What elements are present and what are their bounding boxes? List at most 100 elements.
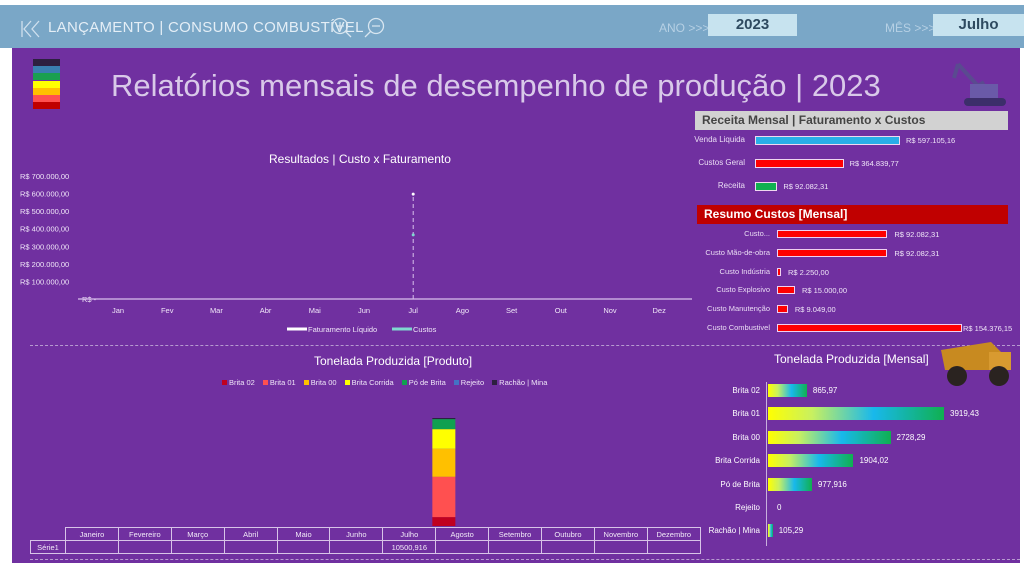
table-cell — [117, 540, 172, 554]
table-header-cell: Junho — [329, 527, 384, 541]
section-divider — [30, 345, 1020, 346]
legend-item: Brita 01 — [262, 378, 296, 387]
table-header-cell: Setembro — [488, 527, 543, 541]
color-swatch — [33, 95, 60, 102]
table-header-cell: Agosto — [435, 527, 490, 541]
resumo-row-label: Custo Combustivel — [707, 323, 770, 332]
y-tick-label: R$ 600.000,00 — [20, 190, 69, 199]
zoom-in-icon[interactable] — [330, 16, 354, 40]
legend-label: Brita Corrida — [351, 378, 394, 387]
hbar-category-label: Brita 00 — [732, 432, 760, 442]
stacked-bar-segment — [432, 517, 456, 526]
hbar — [768, 384, 807, 397]
y-tick-label: R$ 500.000,00 — [20, 207, 69, 216]
resumo-bar — [777, 230, 888, 238]
dump-truck-image — [941, 342, 1011, 386]
x-tick-label: Jan — [112, 306, 124, 315]
table-cell — [646, 540, 701, 554]
legend-label: Brita 02 — [229, 378, 255, 387]
table-cell — [329, 540, 384, 554]
table-header-cell: Maio — [276, 527, 331, 541]
legend-swatch — [303, 380, 309, 385]
x-tick-label: Jul — [408, 306, 418, 315]
table-header-cell: Fevereiro — [117, 527, 172, 541]
table-cell — [541, 540, 595, 554]
resumo-bar — [777, 286, 795, 295]
hbar-value-label: 977,916 — [817, 479, 847, 489]
resumo-row-label: Custo Manutenção — [707, 304, 770, 314]
receita-row-label: Venda Liquida — [694, 135, 745, 144]
resumo-header: Resumo Custos [Mensal] — [697, 205, 1008, 224]
legend-swatch — [262, 380, 268, 385]
resumo-row-label: Custo Explosivo — [716, 285, 770, 295]
legend-label: Rejeito — [460, 378, 485, 387]
color-swatch — [33, 59, 60, 66]
nav-link-lancamento[interactable]: LANÇAMENTO | CONSUMO COMBUSTÍVEL — [48, 19, 364, 36]
hbar-value-label: 0 — [777, 503, 782, 512]
stacked-bar-segment — [432, 448, 456, 477]
receita-bar — [755, 182, 778, 191]
legend-label: Pó de Brita — [408, 378, 446, 387]
receita-value: R$ 92.082,31 — [783, 182, 829, 191]
back-icon[interactable] — [20, 20, 42, 38]
table-header-cell: Janeiro — [65, 527, 119, 541]
production-legend: Brita 02 Brita 01 Brita 00 Brita Corrida Pó … — [222, 378, 547, 387]
resumo-value: R$ 92.082,31 — [894, 248, 940, 258]
color-swatch — [33, 80, 60, 88]
receita-row-label: Receita — [717, 181, 745, 190]
legend-swatch — [344, 380, 350, 385]
receita-bar — [755, 159, 844, 168]
y-tick-label: R$ 700.000,00 — [20, 172, 69, 181]
stacked-bar-segment — [432, 429, 456, 449]
year-select[interactable]: 2023 — [708, 14, 797, 36]
series-label: Série1 — [30, 540, 66, 554]
axis-line — [766, 382, 767, 546]
x-tick-label: Nov — [603, 306, 617, 315]
production-product-title: Tonelada Produzida [Produto] — [314, 354, 473, 368]
legend-label: Brita 01 — [269, 378, 296, 387]
hbar — [768, 407, 944, 421]
x-tick-label: Set — [506, 306, 518, 315]
legend-item: Brita 00 — [303, 378, 337, 387]
table-cell — [65, 540, 119, 554]
legend-label: Faturamento Líquido — [308, 325, 377, 334]
hbar-category-label: Brita 01 — [732, 409, 760, 419]
hbar-value-label: 2728,29 — [896, 432, 926, 442]
hbar — [768, 477, 812, 491]
x-tick-label: Mar — [210, 306, 223, 315]
x-tick-label: Fev — [161, 306, 174, 315]
section-divider — [30, 559, 1020, 560]
y-tick-label: R$ 400.000,00 — [20, 225, 69, 234]
data-point — [411, 233, 415, 237]
production-stacked-chart — [432, 418, 456, 526]
hbar — [768, 454, 854, 468]
table-header-cell: Março — [170, 527, 225, 541]
table-cell — [488, 540, 543, 554]
table-cell — [223, 540, 278, 554]
table-cell — [170, 540, 225, 554]
legend-label: Custos — [413, 325, 437, 334]
table-header-cell: Outubro — [541, 527, 595, 541]
receita-header: Receita Mensal | Faturamento x Custos — [695, 111, 1008, 130]
month-select[interactable]: Julho — [933, 14, 1024, 36]
legend-item: Brita 02 — [222, 378, 255, 387]
x-tick-label: Jun — [358, 306, 370, 315]
legend-item: Pó de Brita — [401, 378, 446, 387]
table-header-cell: Abril — [223, 527, 278, 541]
legend-label: Rachão | Mina — [499, 378, 548, 387]
hbar-category-label: Brita Corrida — [715, 456, 760, 466]
x-tick-label: Mai — [309, 306, 321, 315]
resumo-value: R$ 154.376,15 — [963, 324, 1013, 333]
resumo-bar — [777, 248, 888, 257]
page-title: Relatórios mensais de desempenho de prod… — [111, 68, 881, 103]
legend-item: Rachão | Mina — [492, 378, 547, 387]
table-cell — [276, 540, 331, 554]
zoom-out-icon[interactable] — [362, 16, 386, 40]
x-tick-label: Abr — [260, 306, 272, 315]
hbar — [768, 524, 773, 538]
legend-swatch — [492, 380, 498, 385]
resumo-row-label: Custo Indústria — [719, 266, 770, 276]
resumo-bar — [777, 305, 788, 314]
legend-swatch — [401, 380, 407, 385]
resumo-value: R$ 2.250,00 — [788, 267, 829, 277]
